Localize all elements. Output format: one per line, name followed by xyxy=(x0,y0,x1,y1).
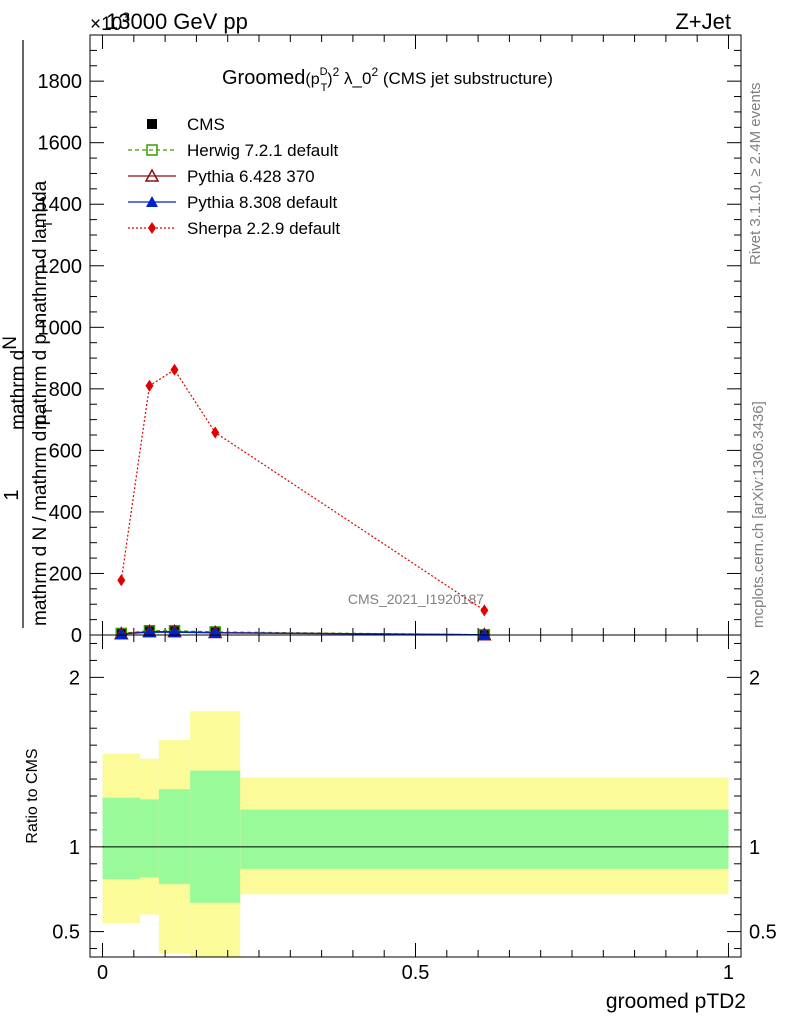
ylabel-numerator: 1 xyxy=(1,489,23,500)
main-ytick-labels: 0 200 400 600 800 1000 1200 1400 1600 1800 xyxy=(38,71,83,647)
ratio-ytick-label: 2 xyxy=(69,667,80,689)
main-ytick-label: 1600 xyxy=(38,133,83,155)
series-line xyxy=(120,368,485,611)
ylabel-n: N xyxy=(0,336,21,350)
mcplots-label: mcplots.cern.ch [arXiv:1306.3436] xyxy=(750,401,767,628)
ratio-bands xyxy=(102,711,729,957)
header-right: Z+Jet xyxy=(675,9,731,34)
title-mid: λ_0 xyxy=(339,69,371,88)
series-4 xyxy=(117,363,489,617)
ylabel-stacked-top: mathrm d xyxy=(8,350,29,430)
ylabel-denominator-sub: T xyxy=(40,407,55,415)
ratio-stat-band xyxy=(140,799,159,878)
ratio-ticks xyxy=(90,635,741,957)
ratio-ytick-label: 0.5 xyxy=(52,922,80,944)
title-open: (p xyxy=(305,71,319,88)
ratio-stat-band xyxy=(190,770,241,903)
legend-entry: CMS xyxy=(147,115,225,134)
main-ytick-label: 1200 xyxy=(38,256,83,278)
ratio-tick-labels: 0.5 0.5 1 1 2 2 0 0.5 1 xyxy=(52,667,777,984)
data-point xyxy=(170,363,179,376)
title-sup2: 2 xyxy=(333,65,340,79)
main-ytick-label: 0 xyxy=(71,625,82,647)
ratio-ytick-label-right: 0.5 xyxy=(749,922,777,944)
main-ytick-label: 1400 xyxy=(38,194,83,216)
data-point xyxy=(117,574,126,587)
legend-entry: Sherpa 2.2.9 default xyxy=(128,219,340,238)
ratio-xtick-label: 0 xyxy=(97,962,108,984)
main-ytick-label: 1800 xyxy=(38,71,83,93)
data-point xyxy=(478,628,491,640)
title-sub1: T xyxy=(321,82,328,94)
ratio-ytick-label-right: 2 xyxy=(749,667,760,689)
title-post: (CMS jet substructure) xyxy=(378,69,553,88)
main-ylabel: 1 mathrm d N / mathrm d pT mathrm dN mat… xyxy=(0,40,55,628)
data-point xyxy=(145,379,154,392)
main-ticks xyxy=(90,34,741,636)
legend-marker xyxy=(146,144,158,156)
ylabel-denominator-main: mathrm d N / mathrm d p xyxy=(30,415,51,626)
ylabel-stacked-sub: T xyxy=(40,220,55,228)
legend-entry: Pythia 6.428 370 xyxy=(128,167,315,186)
main-ytick-label: 200 xyxy=(49,563,82,585)
ratio-ytick-label: 1 xyxy=(69,837,80,859)
rivet-label: Rivet 3.1.10, ≥ 2.4M events xyxy=(747,83,764,266)
series-3 xyxy=(115,626,491,640)
ratio-stat-band xyxy=(158,789,191,885)
title-sup1: D xyxy=(320,66,328,78)
ratio-xtick-label: 0.5 xyxy=(402,962,430,984)
legend-marker xyxy=(147,119,157,129)
legend-label: Pythia 8.308 default xyxy=(187,193,338,212)
y-scale-exponent-base: ×10 xyxy=(90,14,122,35)
ylabel-stacked-text: mathrm d p mathrm d lambda xyxy=(30,180,51,430)
title-close: ) xyxy=(327,71,332,88)
legend-entry: Herwig 7.2.1 default xyxy=(128,141,338,160)
data-point xyxy=(480,604,489,617)
legend-label: Herwig 7.2.1 default xyxy=(187,141,338,160)
data-point xyxy=(143,626,156,638)
ylabel-stacked-lower: mathrm d p mathrm d lambda xyxy=(30,180,51,430)
watermark: CMS_2021_I1920187 xyxy=(348,591,484,607)
ratio-stat-band xyxy=(102,797,141,880)
plot-title: Groomed(pD T)2 λ_02 (CMS jet substructure… xyxy=(222,65,553,94)
legend-entry: Pythia 8.308 default xyxy=(128,193,338,212)
title-pre: Groomed xyxy=(222,67,305,89)
ratio-ylabel: Ratio to CMS xyxy=(24,748,41,843)
legend-marker xyxy=(146,196,158,207)
ratio-ytick-label-right: 1 xyxy=(749,837,760,859)
data-point xyxy=(211,426,220,439)
legend-label: Pythia 6.428 370 xyxy=(187,167,315,186)
legend-marker xyxy=(148,222,156,234)
legend-label: Sherpa 2.2.9 default xyxy=(187,219,340,238)
main-ytick-label: 400 xyxy=(49,502,82,524)
data-point xyxy=(115,628,128,640)
ylabel-stacked: mathrm dN xyxy=(0,336,29,430)
legend-label: CMS xyxy=(187,115,225,134)
ratio-xlabel: groomed pTD2 xyxy=(606,990,746,1013)
legend-marker xyxy=(144,168,160,182)
ylabel-denominator: mathrm d N / mathrm d pT xyxy=(30,407,55,626)
header-left: 13000 GeV pp xyxy=(106,9,248,34)
y-scale-exponent: ×103 xyxy=(90,9,130,35)
main-ytick-label: 800 xyxy=(49,379,82,401)
main-ytick-label: 1000 xyxy=(38,317,83,339)
main-ytick-label: 600 xyxy=(49,440,82,462)
y-scale-exponent-power: 3 xyxy=(122,9,130,25)
ratio-xtick-label: 1 xyxy=(723,962,734,984)
data-point xyxy=(168,626,181,638)
main-series xyxy=(114,363,492,641)
legend: CMS Herwig 7.2.1 default Pythia 6.428 370 P… xyxy=(128,115,340,238)
title-sup3: 2 xyxy=(371,65,378,79)
ratio-stat-band xyxy=(240,809,729,869)
